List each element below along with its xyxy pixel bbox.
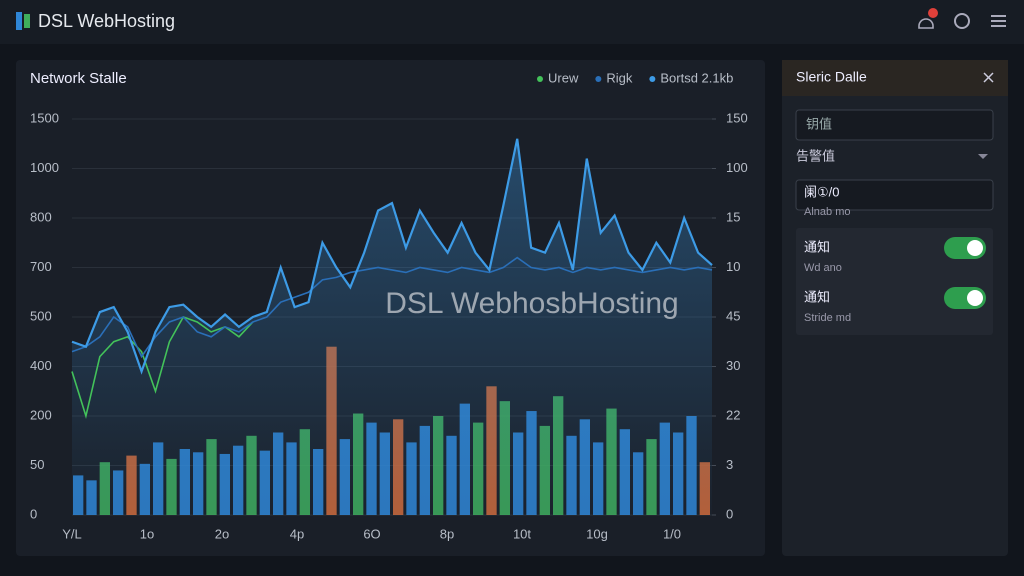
close-button[interactable] (983, 72, 994, 83)
toggle-card (796, 228, 993, 335)
legend-swatch (595, 76, 602, 82)
x-tick-label: 10g (586, 526, 608, 541)
y2-tick-label: 15 (726, 209, 740, 224)
input-value: 阑①/0 (804, 184, 840, 199)
line-series (71, 138, 713, 375)
y-tick-label: 0 (30, 506, 37, 521)
y2-tick-label: 45 (726, 308, 740, 323)
y-tick-label: 500 (30, 308, 52, 323)
side-panel-title: Sleric Dalle (796, 69, 867, 85)
input-hint: Alnab mo (804, 206, 850, 218)
toggle-label: 通知 (804, 289, 830, 304)
y2-tick-label: 0 (726, 506, 733, 521)
y2-tick-label: 30 (726, 358, 740, 373)
y-tick-label: 400 (30, 358, 52, 373)
legend-swatch (649, 76, 656, 82)
app-title: DSL WebHosting (38, 11, 175, 31)
y2-tick-label: 3 (726, 457, 733, 472)
toggle-hint: Stride md (804, 312, 851, 324)
toggle-knob (967, 240, 983, 256)
legend-label: Bortsd 2.1kb (660, 70, 733, 85)
y-tick-label: 50 (30, 457, 44, 472)
legend-label: Urew (548, 70, 579, 85)
y2-tick-label: 100 (726, 160, 748, 175)
x-tick-label: 6O (363, 526, 380, 541)
x-tick-label: Y/L (62, 526, 82, 541)
x-tick-label: 1/0 (663, 526, 681, 541)
y-tick-label: 1500 (30, 110, 59, 125)
toggle-label: 通知 (804, 239, 830, 254)
chart-title: Network Stalle (30, 70, 127, 87)
legend-swatch (537, 76, 543, 82)
settings[interactable] (954, 13, 970, 29)
y2-tick-label: 10 (726, 259, 740, 274)
toggle-hint: Wd ano (804, 262, 842, 274)
menu[interactable] (991, 15, 1006, 27)
x-tick-label: 10t (513, 526, 531, 541)
input-placeholder: 钥值 (806, 116, 832, 131)
y-tick-label: 800 (30, 209, 52, 224)
area (72, 138, 712, 516)
y-tick-label: 200 (30, 407, 52, 422)
x-tick-label: 8p (440, 526, 454, 541)
legend-label: Rigk (606, 70, 633, 85)
toggle-knob (967, 290, 983, 306)
watermark: DSL WebhosbHosting (385, 287, 679, 320)
side-panel-header (782, 60, 1008, 96)
notifications[interactable] (918, 8, 938, 29)
line-series (71, 256, 713, 359)
x-tick-label: 2o (215, 526, 229, 541)
x-tick-label: 1o (140, 526, 154, 541)
y2-tick-label: 22 (726, 407, 740, 422)
y2-tick-label: 150 (726, 110, 748, 125)
value-input[interactable] (795, 179, 994, 211)
logo (16, 12, 30, 30)
dropdown[interactable]: 告警值 (796, 148, 835, 163)
text-input[interactable] (795, 109, 994, 141)
x-tick-label: 4p (290, 526, 304, 541)
dropdown-chevron (978, 154, 988, 159)
y-tick-label: 1000 (30, 160, 59, 175)
top-bar (0, 0, 1024, 44)
y-tick-label: 700 (30, 259, 52, 274)
